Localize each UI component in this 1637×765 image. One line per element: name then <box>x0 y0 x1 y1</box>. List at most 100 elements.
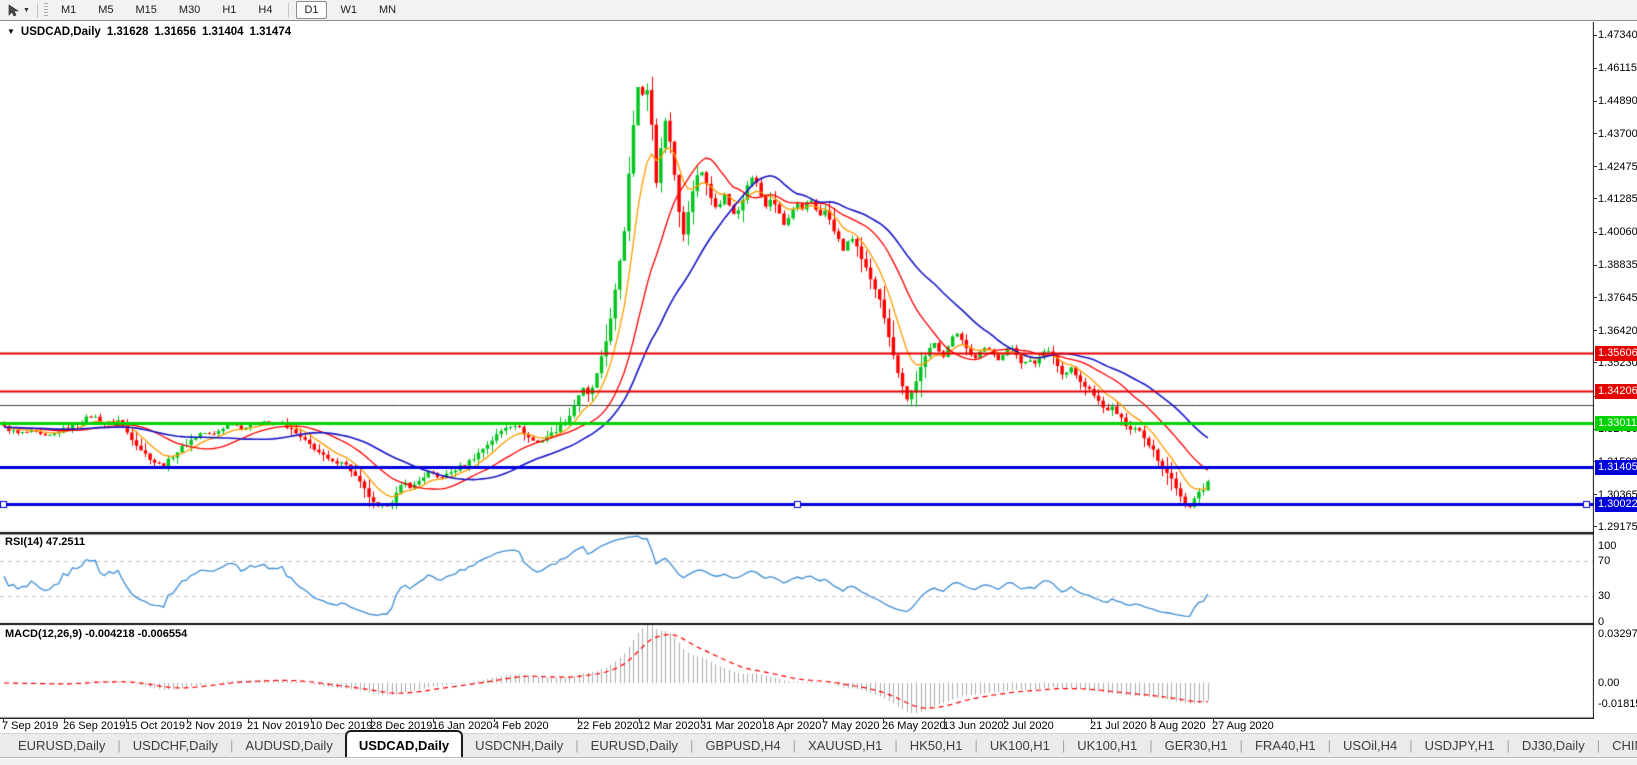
chart-tab-dj30-daily[interactable]: DJ30,Daily <box>1521 738 1585 753</box>
chart-title: ▼ USDCAD,Daily 1.31628 1.31656 1.31404 1… <box>7 26 291 38</box>
chart-tab-hk50-h1[interactable]: HK50,H1 <box>909 738 963 753</box>
price-tick-mark <box>1594 231 1597 233</box>
chart-tabs-bar: EURUSD,Daily | USDCHF,Daily | AUDUSD,Daily US… <box>0 730 1637 758</box>
status-strip <box>0 759 1637 765</box>
date-tick-mark <box>1213 718 1214 722</box>
date-tick-mark <box>763 718 764 722</box>
timeframe-button-m30[interactable]: M30 <box>178 4 201 16</box>
date-tick-mark <box>311 718 312 722</box>
chart-tab-xauusd-h1[interactable]: XAUUSD,H1 <box>807 738 883 753</box>
date-tick-mark <box>823 718 824 722</box>
timeframe-button-h1[interactable]: H1 <box>222 4 237 16</box>
price-tick-label: 1.43700 <box>1598 127 1637 140</box>
tab-separator: | <box>1239 738 1243 753</box>
timeframe-button-m1[interactable]: M1 <box>60 4 77 16</box>
date-tick-label: 13 Jun 2020 <box>943 720 1004 732</box>
top-toolbar: ▼ M1 M5 M15 M30 H1 H4 D1 W1 MN <box>0 0 1637 21</box>
chart-tab-eurusd-daily[interactable]: EURUSD,Daily <box>590 738 679 753</box>
price-tick-mark <box>1594 264 1597 266</box>
tab-separator: | <box>1506 738 1510 753</box>
chart-tab-usdchf-daily[interactable]: USDCHF,Daily <box>132 738 219 753</box>
timeframe-button-mn[interactable]: MN <box>379 4 397 16</box>
price-tick-label: 1.47340 <box>1598 29 1637 41</box>
chart-tab-usdcad-daily[interactable]: USDCAD,Daily <box>344 730 464 757</box>
tab-separator: | <box>792 738 796 753</box>
date-tick-label: 2 Jul 2020 <box>1003 720 1054 732</box>
date-tick-label: 4 Feb 2020 <box>493 720 549 732</box>
date-tick-label: 12 Mar 2020 <box>638 720 700 732</box>
date-tick-mark <box>1151 718 1152 722</box>
chart-tab-fra40-h1[interactable]: FRA40,H1 <box>1254 738 1316 753</box>
date-tick-label: 26 Sep 2019 <box>63 720 126 732</box>
date-tick-mark <box>371 718 372 722</box>
chart-tab-audusd-daily[interactable]: AUDUSD,Daily <box>245 738 333 753</box>
price-tick-mark <box>1594 67 1597 69</box>
toolbar-grip[interactable] <box>43 2 48 18</box>
chart-tab-eurusd-daily[interactable]: EURUSD,Daily <box>18 738 106 753</box>
timeframe-buttons: M1 M5 M15 M30 H1 H4 D1 W1 MN <box>53 1 410 19</box>
date-tick-mark <box>701 718 702 722</box>
price-tick-label: 1.36420 <box>1598 324 1637 337</box>
chart-tab-china300-h1[interactable]: CHINA300,H1 <box>1612 738 1637 753</box>
chart-tab-usoil-h4[interactable]: USOil,H4 <box>1343 738 1398 753</box>
tab-separator: | <box>974 738 978 753</box>
date-tick-label: 2 Nov 2019 <box>186 720 243 732</box>
chart-tab-usdcnh-daily[interactable]: USDCNH,Daily <box>475 738 564 753</box>
date-tick-mark <box>433 718 434 722</box>
price-tick-mark <box>1594 34 1597 36</box>
tab-separator: | <box>230 738 234 753</box>
macd-tick-label: -0.018154 <box>1598 698 1637 710</box>
price-tick-mark <box>1594 362 1597 364</box>
date-tick-label: 28 Dec 2019 <box>370 720 433 732</box>
price-tick-mark <box>1594 330 1597 332</box>
collapse-arrow-icon: ▼ <box>7 26 15 36</box>
date-tick-label: 21 Jul 2020 <box>1090 720 1147 732</box>
date-tick-mark <box>578 718 579 722</box>
rsi-indicator-label: RSI(14) 47.2511 <box>5 536 86 548</box>
tab-separator: | <box>117 738 121 753</box>
chart-tab-uk100-h1[interactable]: UK100,H1 <box>989 738 1050 753</box>
price-tick-label: 1.38835 <box>1598 259 1637 272</box>
timeframe-button-w1[interactable]: W1 <box>340 4 358 16</box>
chart-tab-uk100-h1[interactable]: UK100,H1 <box>1077 738 1138 753</box>
price-tick-label: 1.41285 <box>1598 192 1637 205</box>
date-tick-label: 7 May 2020 <box>822 720 880 732</box>
tab-separator: | <box>1061 738 1066 753</box>
macd-indicator-label: MACD(12,26,9) -0.004218 -0.006554 <box>5 628 188 640</box>
chart-tab-gbpusd-h4[interactable]: GBPUSD,H4 <box>705 738 781 753</box>
price-tick-label: 1.42475 <box>1598 160 1637 173</box>
date-tick-label: 27 Aug 2020 <box>1212 720 1274 732</box>
price-tick-label: 1.46115 <box>1598 62 1637 75</box>
date-tick-mark <box>248 718 249 722</box>
date-tick-mark <box>639 718 640 722</box>
price-chart-canvas[interactable] <box>0 22 1594 719</box>
price-tick-label: 1.40060 <box>1598 226 1637 239</box>
price-tick-label: 1.29175 <box>1598 520 1637 533</box>
chart-window: ▼ USDCAD,Daily 1.31628 1.31656 1.31404 1… <box>0 22 1637 733</box>
date-tick-label: 16 Jan 2020 <box>432 720 493 732</box>
cursor-tool-button[interactable]: ▼ <box>5 1 33 19</box>
price-level-badge: 1.30022 <box>1595 497 1637 513</box>
timeframe-button-d1[interactable]: D1 <box>296 1 327 19</box>
date-tick-mark <box>187 718 188 722</box>
timeframe-divider <box>288 2 290 18</box>
rsi-tick-label: 30 <box>1598 590 1611 603</box>
tab-separator: | <box>575 738 579 753</box>
price-tick-mark <box>1594 494 1597 496</box>
price-tick-mark <box>1594 526 1597 528</box>
price-tick-label: 1.37645 <box>1598 291 1637 304</box>
price-tick-mark <box>1594 297 1597 299</box>
chart-tab-ger30-h1[interactable]: GER30,H1 <box>1164 738 1228 753</box>
price-tick-mark <box>1594 198 1597 200</box>
chart-tab-usdjpy-h1[interactable]: USDJPY,H1 <box>1424 738 1495 753</box>
date-tick-label: 21 Nov 2019 <box>247 720 310 732</box>
date-tick-label: 10 Dec 2019 <box>310 720 373 732</box>
date-tick-mark <box>883 718 884 722</box>
toolbar-separator <box>36 2 38 18</box>
timeframe-button-m5[interactable]: M5 <box>98 4 114 16</box>
timeframe-button-m15[interactable]: M15 <box>135 4 157 16</box>
date-tick-label: 15 Oct 2019 <box>125 720 185 732</box>
timeframe-button-h4[interactable]: H4 <box>258 4 273 16</box>
date-tick-mark <box>494 718 495 722</box>
